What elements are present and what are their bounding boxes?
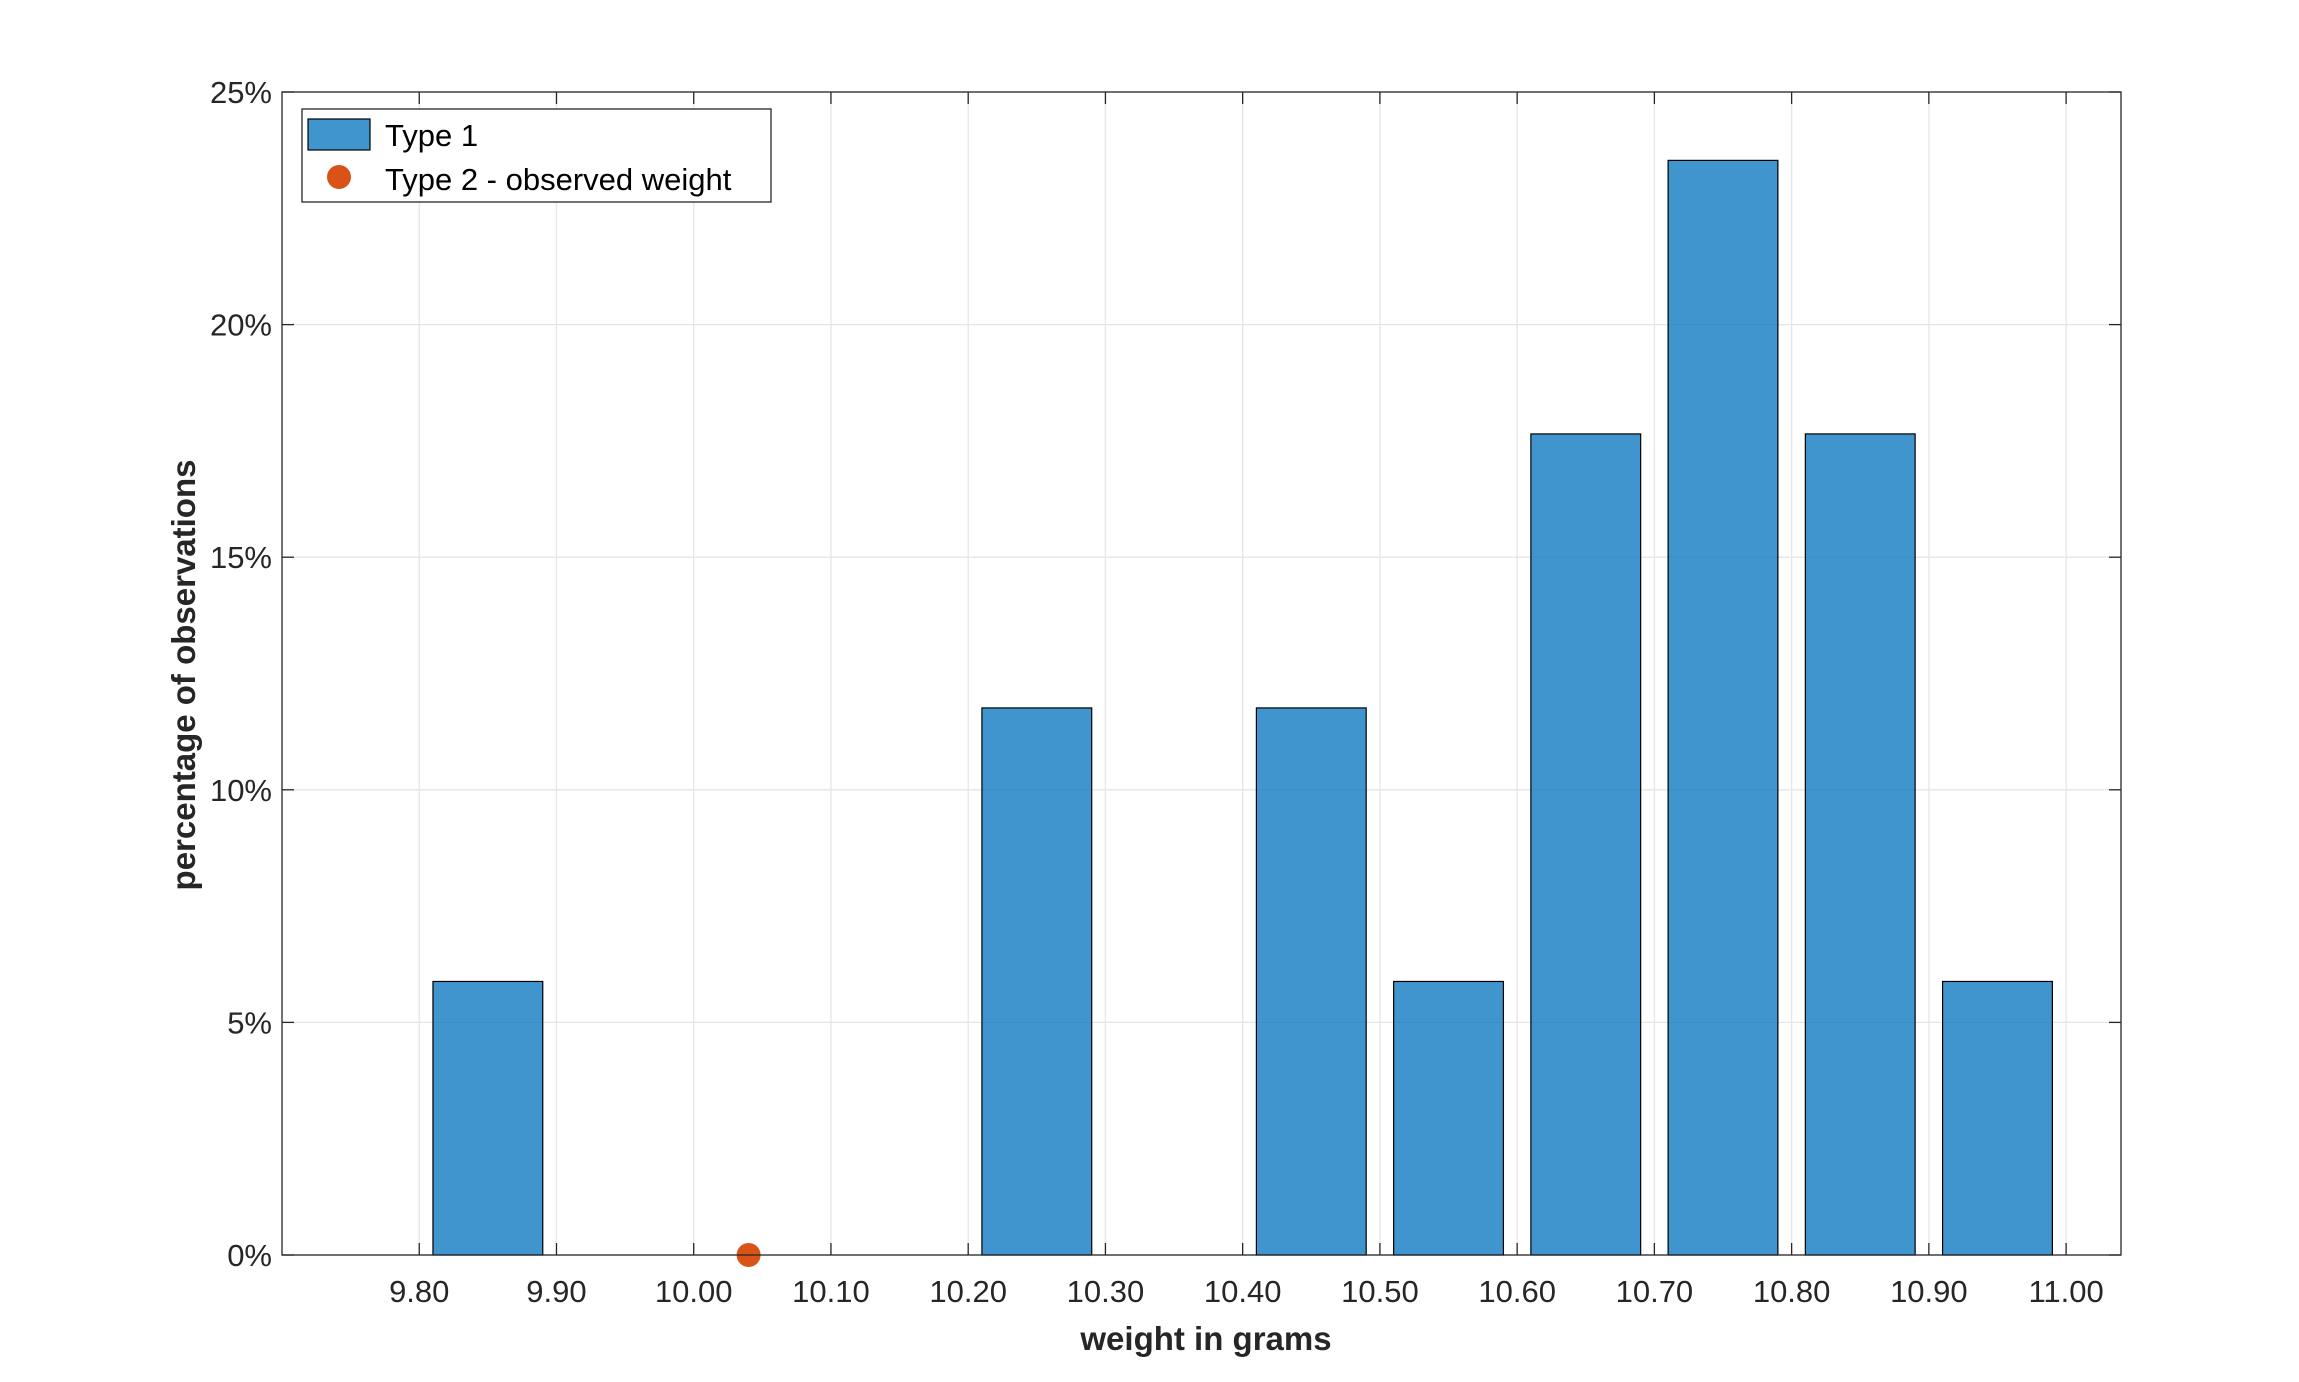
plot-frame — [281, 91, 2122, 1256]
y-tick-label: 0% — [227, 1238, 272, 1273]
x-tick-label: 10.10 — [792, 1274, 870, 1309]
histogram-bar — [981, 707, 1093, 1256]
legend: Type 1 Type 2 - observed weight — [301, 108, 772, 203]
histogram-bar — [1667, 159, 1779, 1256]
legend-label-type-1: Type 1 — [385, 118, 478, 153]
y-axis-title: percentage of observations — [165, 460, 202, 891]
x-tick-label: 10.80 — [1753, 1274, 1831, 1309]
y-tick-label: 10% — [210, 773, 272, 808]
legend-box — [301, 108, 772, 203]
x-tick-label: 10.40 — [1204, 1274, 1282, 1309]
histogram-bar — [1941, 980, 2053, 1256]
histogram-bar — [1804, 433, 1916, 1256]
x-tick-labels: 9.80 9.90 10.00 10.10 10.20 10.30 10.40 10.50 10… — [389, 1274, 2104, 1309]
histogram-bar — [432, 980, 544, 1256]
legend-label-type-2: Type 2 - observed weight — [385, 162, 732, 197]
y-tick-label: 20% — [210, 308, 272, 343]
histogram-bar — [1530, 433, 1642, 1256]
x-tick-label: 10.30 — [1067, 1274, 1145, 1309]
bars — [432, 159, 2053, 1256]
x-tick-label: 10.50 — [1341, 1274, 1419, 1309]
y-tick-label: 5% — [227, 1005, 272, 1040]
legend-swatch-type-1 — [307, 118, 371, 151]
x-tick-label: 10.60 — [1478, 1274, 1556, 1309]
x-tick-label: 11.00 — [2028, 1274, 2103, 1309]
histogram-bar — [1255, 707, 1367, 1256]
y-tick-label: 25% — [210, 75, 272, 110]
x-tick-label: 10.70 — [1616, 1274, 1694, 1309]
y-tick-label: 15% — [210, 540, 272, 575]
x-tick-label: 9.80 — [389, 1274, 449, 1309]
x-axis-title: weight in grams — [1079, 1320, 1331, 1357]
tick-marks — [282, 91, 2121, 1256]
y-tick-labels: 0% 5% 10% 15% 20% 25% — [210, 75, 272, 1273]
x-tick-label: 10.20 — [929, 1274, 1007, 1309]
histogram-bar — [1393, 980, 1505, 1256]
x-tick-label: 9.90 — [526, 1274, 586, 1309]
x-tick-label: 10.90 — [1890, 1274, 1968, 1309]
x-tick-label: 10.00 — [655, 1274, 733, 1309]
legend-marker-type-2 — [327, 165, 351, 189]
